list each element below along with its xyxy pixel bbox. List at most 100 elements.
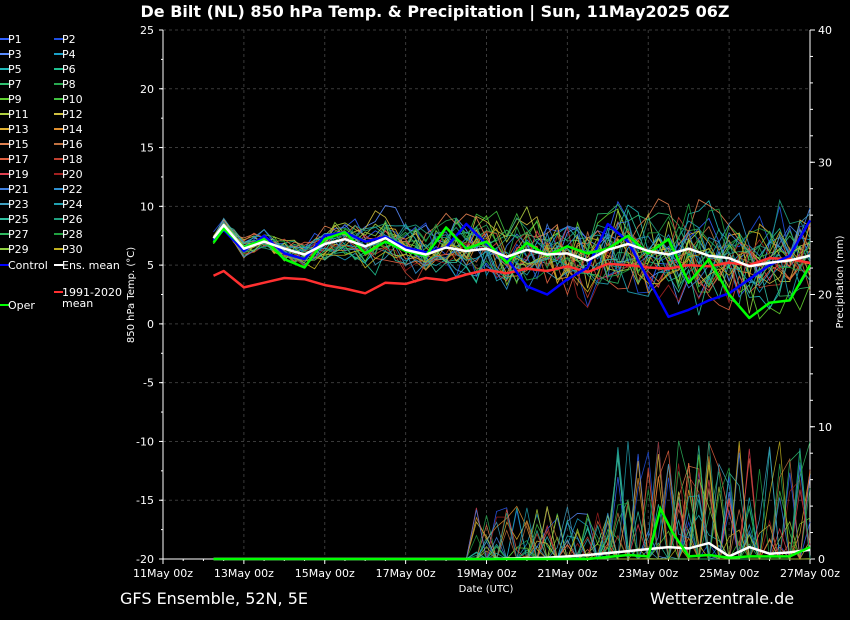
legend-swatch [54, 218, 63, 220]
legend-swatch [0, 218, 9, 220]
grid-lines [162, 29, 811, 560]
y2-axis-label: Precipitation (mm) [835, 235, 846, 328]
y2-tick-label: 40 [818, 24, 832, 37]
member-temp-line [213, 203, 811, 281]
legend-swatch [54, 158, 63, 160]
legend-label: P6 [62, 63, 76, 76]
legend-label: 1991-2020 mean [62, 286, 122, 310]
legend-swatch [54, 233, 63, 235]
legend-swatch [0, 158, 9, 160]
legend-label: P23 [8, 198, 29, 211]
legend-swatch [0, 248, 9, 250]
x-tick-label: 13May 00z [214, 567, 274, 580]
series-ens-mean [212, 223, 811, 268]
legend-label: P26 [62, 213, 83, 226]
legend-label: P5 [8, 63, 22, 76]
x-tick-label: 25May 00z [699, 567, 759, 580]
legend-label: Oper [8, 299, 35, 312]
legend-label: P7 [8, 78, 22, 91]
legend: P1 P2 P3 P4 P5 P6 P7 P8 P9 P10 P11 P12 P13 P14 P15 P16 P… [0, 30, 132, 320]
legend-label: P3 [8, 48, 22, 61]
y2-tick-label: 30 [818, 156, 832, 169]
legend-swatch [54, 188, 63, 190]
legend-swatch [0, 53, 9, 55]
legend-swatch [0, 143, 9, 145]
legend-label: P4 [62, 48, 76, 61]
footer-brand: Wetterzentrale.de [650, 589, 795, 608]
y-tick-label: -10 [136, 435, 154, 448]
precip-oper [213, 505, 811, 561]
legend-swatch [0, 83, 9, 85]
y-tick-label: -5 [143, 377, 154, 390]
legend-label: P20 [62, 168, 83, 181]
legend-swatch [54, 264, 63, 266]
x-tick-label: 23May 00z [618, 567, 678, 580]
legend-swatch [0, 98, 9, 100]
legend-label: P28 [62, 228, 83, 241]
legend-swatch [0, 38, 9, 40]
legend-label: P1 [8, 33, 22, 46]
y2-tick-label: 20 [818, 289, 832, 302]
legend-swatch [0, 264, 9, 266]
legend-label: P27 [8, 228, 29, 241]
y2-ticks: 40 30 20 10 0 [810, 24, 832, 566]
legend-label: P30 [62, 243, 83, 256]
legend-swatch [0, 203, 9, 205]
x-tick-label: 21May 00z [537, 567, 597, 580]
legend-swatch [0, 128, 9, 130]
series-control [212, 219, 812, 319]
y-tick-label: 15 [140, 142, 154, 155]
x-ticks: 11May 00z 13May 00z 15May 00z 17May 00z 19Ma… [133, 559, 840, 580]
x-axis-label: Date (UTC) [459, 584, 514, 595]
y-tick-label: -20 [136, 553, 154, 566]
legend-label: P15 [8, 138, 29, 151]
chart-title: De Bilt (NL) 850 hPa Temp. & Precipitati… [140, 2, 730, 21]
legend-label: P10 [62, 93, 83, 106]
legend-swatch [54, 83, 63, 85]
legend-label: P29 [8, 243, 29, 256]
legend-swatch [0, 68, 9, 70]
legend-label: P12 [62, 108, 83, 121]
legend-swatch [0, 233, 9, 235]
legend-swatch [54, 53, 63, 55]
y-axis-label: 850 hPa Temp. (°C) [126, 247, 137, 343]
legend-label: P22 [62, 183, 83, 196]
footer-source: GFS Ensemble, 52N, 5E [120, 589, 308, 608]
x-tick-label: 17May 00z [376, 567, 436, 580]
y-tick-label: 20 [140, 83, 154, 96]
y-tick-label: -15 [136, 494, 154, 507]
legend-swatch [0, 173, 9, 175]
precip-lines [213, 505, 811, 561]
legend-label: P9 [8, 93, 22, 106]
precip-ens-mean [213, 541, 811, 561]
legend-swatch [54, 128, 63, 130]
y2-tick-label: 10 [818, 421, 832, 434]
legend-label: P11 [8, 108, 29, 121]
legend-label: P17 [8, 153, 29, 166]
legend-label: P13 [8, 123, 29, 136]
series-oper [212, 226, 812, 320]
legend-label: P2 [62, 33, 76, 46]
y-tick-label: 5 [147, 259, 154, 272]
x-tick-label: 11May 00z [133, 567, 193, 580]
legend-swatch [0, 113, 9, 115]
x-tick-label: 27May 00z [780, 567, 840, 580]
member-temp-line [213, 216, 811, 299]
legend-label: P8 [62, 78, 76, 91]
legend-label: P14 [62, 123, 83, 136]
y-tick-label: 10 [140, 200, 154, 213]
legend-label: P19 [8, 168, 29, 181]
series-lines [212, 219, 812, 320]
legend-label: P16 [62, 138, 83, 151]
legend-label: P18 [62, 153, 83, 166]
legend-swatch [54, 38, 63, 40]
y2-tick-label: 0 [818, 553, 825, 566]
legend-swatch [54, 143, 63, 145]
legend-swatch [0, 304, 9, 306]
x-tick-label: 19May 00z [456, 567, 516, 580]
legend-label: P25 [8, 213, 29, 226]
legend-swatch [54, 203, 63, 205]
legend-swatch [54, 291, 63, 293]
legend-swatch [54, 173, 63, 175]
